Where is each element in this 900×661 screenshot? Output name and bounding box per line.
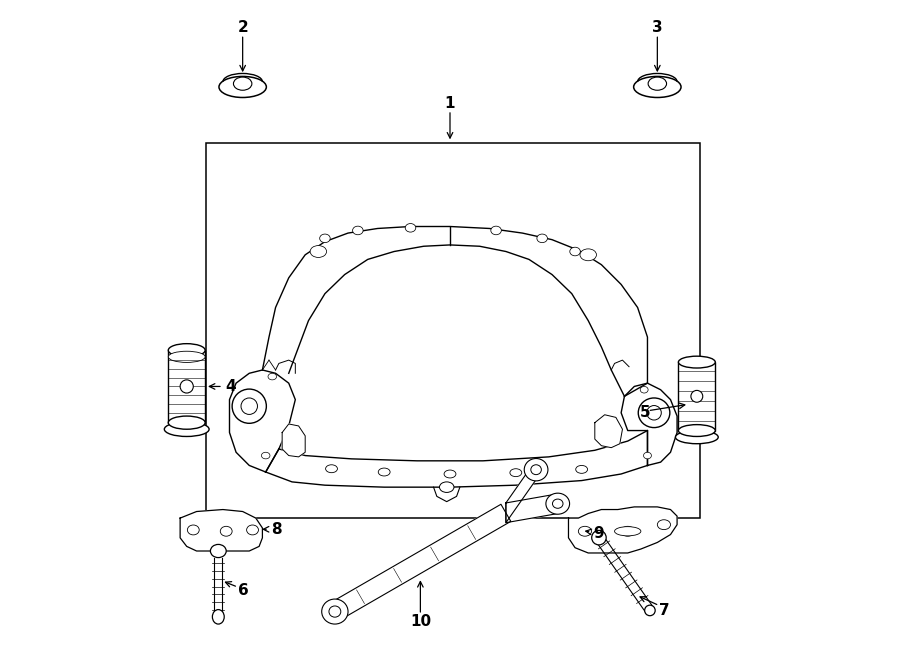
- Ellipse shape: [657, 520, 670, 529]
- Ellipse shape: [329, 606, 341, 617]
- Ellipse shape: [187, 525, 199, 535]
- Ellipse shape: [648, 77, 667, 91]
- Text: 9: 9: [593, 525, 604, 541]
- Ellipse shape: [679, 356, 716, 368]
- Ellipse shape: [591, 530, 607, 545]
- Ellipse shape: [640, 387, 648, 393]
- Ellipse shape: [510, 469, 522, 477]
- Ellipse shape: [232, 389, 266, 423]
- Polygon shape: [330, 504, 511, 620]
- Ellipse shape: [320, 234, 330, 243]
- Ellipse shape: [570, 247, 580, 256]
- FancyBboxPatch shape: [168, 350, 205, 422]
- Ellipse shape: [579, 526, 591, 536]
- Ellipse shape: [405, 223, 416, 232]
- Ellipse shape: [168, 416, 205, 429]
- Ellipse shape: [233, 77, 252, 91]
- Ellipse shape: [691, 391, 703, 403]
- Ellipse shape: [247, 525, 258, 535]
- Ellipse shape: [634, 77, 681, 97]
- Ellipse shape: [647, 406, 662, 420]
- Ellipse shape: [310, 246, 327, 257]
- Bar: [206, 143, 700, 518]
- Ellipse shape: [537, 234, 547, 243]
- Text: 8: 8: [271, 522, 282, 537]
- Ellipse shape: [168, 351, 205, 362]
- Ellipse shape: [168, 344, 205, 357]
- Ellipse shape: [268, 373, 276, 380]
- Ellipse shape: [580, 249, 597, 260]
- Ellipse shape: [644, 605, 655, 615]
- Ellipse shape: [261, 452, 270, 459]
- Ellipse shape: [321, 599, 348, 624]
- Polygon shape: [621, 383, 677, 465]
- Ellipse shape: [621, 526, 634, 536]
- Polygon shape: [263, 227, 647, 397]
- Ellipse shape: [378, 468, 390, 476]
- Ellipse shape: [219, 77, 266, 97]
- Ellipse shape: [553, 499, 563, 508]
- Ellipse shape: [576, 465, 588, 473]
- Polygon shape: [506, 494, 558, 523]
- Ellipse shape: [220, 526, 232, 536]
- Ellipse shape: [444, 470, 456, 478]
- Text: 3: 3: [652, 20, 662, 35]
- Polygon shape: [266, 430, 647, 487]
- Ellipse shape: [679, 424, 716, 436]
- Text: 7: 7: [660, 603, 670, 618]
- Polygon shape: [506, 460, 536, 523]
- Ellipse shape: [165, 422, 209, 436]
- Text: 6: 6: [238, 583, 248, 598]
- Ellipse shape: [353, 226, 363, 235]
- Text: 4: 4: [225, 379, 236, 394]
- Ellipse shape: [491, 226, 501, 235]
- Text: 1: 1: [445, 96, 455, 111]
- Polygon shape: [230, 370, 295, 472]
- Ellipse shape: [439, 482, 454, 492]
- Text: 5: 5: [640, 405, 650, 420]
- Ellipse shape: [524, 459, 548, 481]
- Polygon shape: [569, 507, 677, 553]
- Ellipse shape: [241, 398, 257, 414]
- Ellipse shape: [180, 380, 194, 393]
- Ellipse shape: [675, 430, 718, 444]
- Ellipse shape: [326, 465, 338, 473]
- Text: 2: 2: [238, 20, 248, 35]
- Ellipse shape: [644, 452, 652, 459]
- Ellipse shape: [638, 398, 670, 428]
- Text: 10: 10: [410, 614, 431, 629]
- Polygon shape: [180, 510, 263, 551]
- Polygon shape: [595, 414, 623, 447]
- Ellipse shape: [212, 609, 224, 624]
- Ellipse shape: [615, 527, 641, 536]
- FancyBboxPatch shape: [679, 362, 716, 430]
- Polygon shape: [283, 424, 305, 457]
- Ellipse shape: [531, 465, 542, 475]
- Ellipse shape: [546, 493, 570, 514]
- Ellipse shape: [211, 545, 226, 558]
